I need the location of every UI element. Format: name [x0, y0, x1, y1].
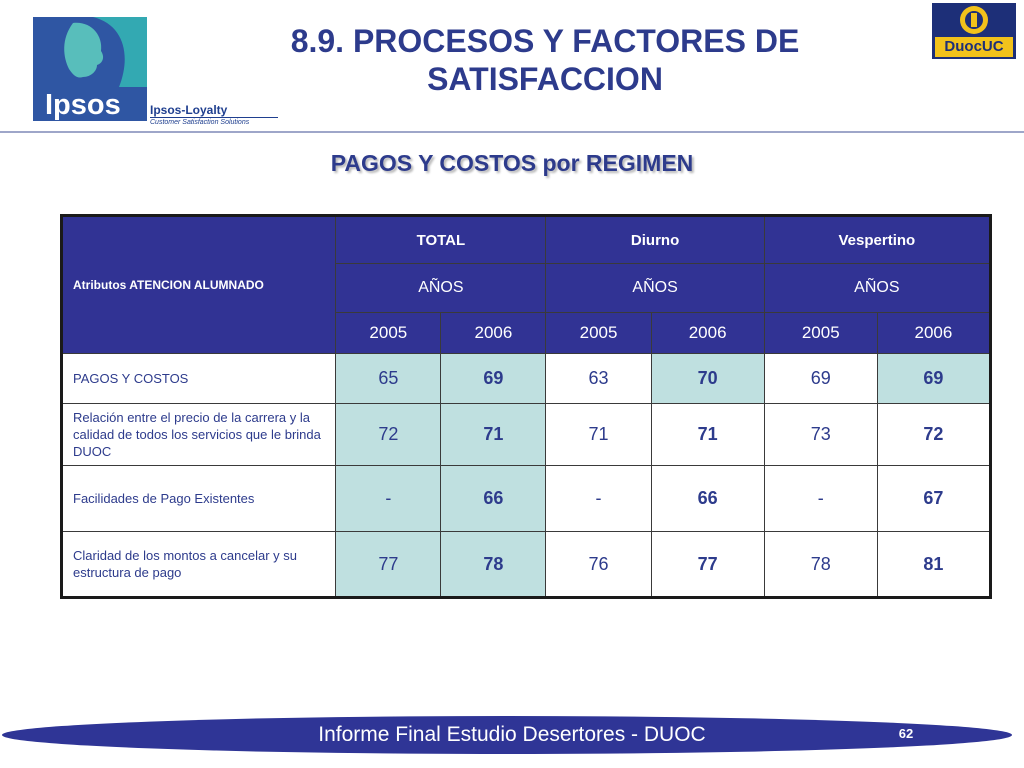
duoc-logo: DuocUC — [932, 3, 1016, 59]
table-cell: 81 — [876, 531, 992, 598]
row-label: Facilidades de Pago Existentes — [60, 465, 337, 532]
table-cell: - — [335, 465, 442, 532]
ipsos-loyalty-name: Ipsos-Loyalty — [150, 104, 278, 118]
table-cell: 73 — [763, 403, 878, 466]
year-header: 2006 — [650, 312, 765, 354]
table-cell: 63 — [545, 353, 652, 404]
year-header: 2006 — [440, 312, 547, 354]
row-label: PAGOS Y COSTOS — [60, 353, 337, 404]
section-subtitle: PAGOS Y COSTOS por REGIMEN — [330, 150, 694, 176]
footer-band — [2, 716, 1012, 754]
table-cell: 70 — [650, 353, 765, 404]
page-title-line1: 8.9. PROCESOS Y FACTORES DE — [290, 23, 800, 59]
corner-header: Atributos ATENCION ALUMNADO — [60, 215, 337, 354]
footer-text: Informe Final Estudio Desertores - DUOC — [318, 723, 706, 746]
table-cell: 69 — [763, 353, 878, 404]
table-cell: 77 — [335, 531, 442, 598]
table-cell: 72 — [335, 403, 442, 466]
duoc-logo-text: DuocUC — [935, 37, 1013, 57]
satisfaction-table: Atributos ATENCION ALUMNADO TOTAL Diurno… — [60, 214, 992, 599]
ipsos-loyalty-tagline: Customer Satisfaction Solutions — [150, 119, 250, 126]
duoc-crest-icon — [960, 6, 988, 34]
table-cell: 71 — [650, 403, 765, 466]
table-cell: 78 — [763, 531, 878, 598]
table-row: PAGOS Y COSTOS 65 69 63 70 69 69 — [60, 353, 992, 404]
table-subheader-row: AÑOS AÑOS AÑOS — [62, 263, 992, 313]
page-title: 8.9. PROCESOS Y FACTORES DE SATISFACCION — [200, 22, 890, 98]
group-header-diurno: Diurno — [545, 215, 765, 264]
table-year-row: 2005 2006 2005 2006 2005 2006 — [62, 312, 992, 354]
table-cell: 69 — [440, 353, 547, 404]
table-cell: - — [545, 465, 652, 532]
table-cell: 78 — [440, 531, 547, 598]
ipsos-head-icon — [64, 17, 147, 87]
table-row: Facilidades de Pago Existentes - 66 - 66… — [60, 465, 992, 532]
table-cell: 65 — [335, 353, 442, 404]
years-header-diurno: AÑOS — [545, 263, 765, 313]
table-cell: 69 — [876, 353, 992, 404]
table-cell: 66 — [650, 465, 765, 532]
table-cell: 67 — [876, 465, 992, 532]
table-row: Relación entre el precio de la carrera y… — [60, 403, 992, 466]
row-label: Claridad de los montos a cancelar y su e… — [60, 531, 337, 598]
table-header-row: Atributos ATENCION ALUMNADO TOTAL Diurno… — [60, 215, 992, 354]
table-cell: 77 — [650, 531, 765, 598]
years-header-vespertino: AÑOS — [763, 263, 992, 313]
row-label: Relación entre el precio de la carrera y… — [60, 403, 337, 466]
table-row: Claridad de los montos a cancelar y su e… — [60, 531, 992, 598]
table-cell: 66 — [440, 465, 547, 532]
page-title-line2: SATISFACCION — [427, 61, 663, 97]
table-cell: - — [763, 465, 878, 532]
year-header: 2005 — [763, 312, 878, 354]
table-cell: 76 — [545, 531, 652, 598]
page-number: 62 — [898, 726, 914, 741]
ipsos-logo: Ipsos — [33, 17, 147, 121]
header-divider — [0, 131, 1024, 133]
year-header: 2005 — [545, 312, 652, 354]
table-cell: 71 — [440, 403, 547, 466]
table-cell: 72 — [876, 403, 992, 466]
ipsos-logo-text: Ipsos — [45, 89, 121, 121]
table-cell: 71 — [545, 403, 652, 466]
group-header-vespertino: Vespertino — [763, 215, 992, 264]
year-header: 2005 — [335, 312, 442, 354]
ipsos-loyalty-brand: Ipsos-Loyalty Customer Satisfaction Solu… — [150, 104, 278, 127]
year-header: 2006 — [876, 312, 992, 354]
group-header-total: TOTAL — [335, 215, 547, 264]
years-header-total: AÑOS — [335, 263, 547, 313]
